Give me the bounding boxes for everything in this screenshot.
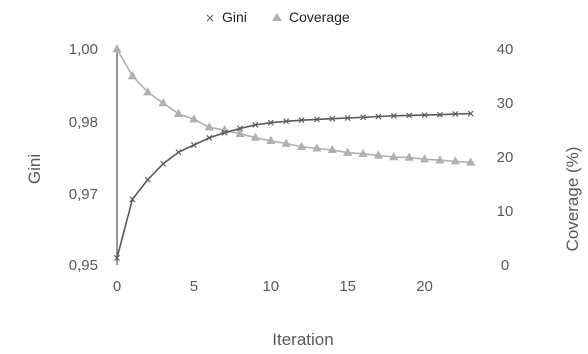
data-point xyxy=(189,114,199,123)
data-point xyxy=(114,254,120,261)
data-point xyxy=(281,138,291,147)
legend-label-gini: Gini xyxy=(222,9,247,25)
data-point xyxy=(235,128,245,137)
data-point xyxy=(435,155,445,164)
data-point xyxy=(344,114,351,121)
data-point xyxy=(204,122,214,131)
data-point xyxy=(327,144,337,154)
data-point xyxy=(221,129,228,136)
y-right-tick-label: 40 xyxy=(497,41,514,58)
y-right-tick-label: 0 xyxy=(501,257,509,274)
data-point xyxy=(466,157,476,166)
y-right-tick-label: 30 xyxy=(497,95,514,112)
data-point xyxy=(237,125,244,132)
data-point xyxy=(175,149,182,156)
data-point xyxy=(173,108,184,117)
data-point xyxy=(467,110,474,117)
data-point xyxy=(129,196,136,203)
legend: × Gini Coverage xyxy=(205,9,350,25)
x-tick-label: 0 xyxy=(113,278,121,295)
data-point xyxy=(390,112,397,119)
data-point xyxy=(329,115,336,122)
data-point xyxy=(160,160,167,167)
data-point xyxy=(143,87,153,96)
data-point xyxy=(144,176,151,183)
x-tick-label: 10 xyxy=(262,278,279,295)
legend-marker-gini: × xyxy=(205,11,215,25)
data-point xyxy=(127,71,137,80)
data-point xyxy=(406,112,413,119)
data-point xyxy=(452,110,459,117)
axes: 0 5 10 15 20 0,95 0,97 0,98 1,00 0 10 20 30 40 xyxy=(69,41,514,295)
series-line-gini xyxy=(116,112,471,259)
data-point xyxy=(250,132,261,141)
data-point xyxy=(283,118,290,125)
y-right-tick-label: 20 xyxy=(497,149,514,166)
data-point xyxy=(267,119,274,126)
data-point xyxy=(360,114,367,121)
y-left-tick-label: 1,00 xyxy=(69,41,98,58)
data-point xyxy=(419,154,430,163)
series-coverage xyxy=(112,44,476,166)
y-right-tick-label: 10 xyxy=(497,203,514,220)
data-point xyxy=(358,148,368,157)
data-point xyxy=(312,143,322,152)
data-point xyxy=(404,152,414,161)
data-point xyxy=(112,44,122,53)
y-axis-title-left: Gini xyxy=(25,154,44,184)
x-tick-label: 5 xyxy=(190,278,198,295)
data-point xyxy=(296,141,307,150)
series-line-coverage xyxy=(116,48,471,164)
data-point xyxy=(252,121,259,128)
y-left-tick-label: 0,97 xyxy=(69,186,98,203)
data-point xyxy=(298,117,305,124)
x-tick-label: 15 xyxy=(339,278,356,295)
series-gini xyxy=(114,110,474,261)
y-left-tick-label: 0,98 xyxy=(69,114,98,131)
data-point xyxy=(421,112,428,119)
y-left-tick-label: 0,95 xyxy=(69,257,98,274)
x-axis-title: Iteration xyxy=(272,330,333,349)
data-point xyxy=(190,142,197,149)
y-axis-title-right: Coverage (%) xyxy=(563,147,582,252)
data-point xyxy=(343,147,353,156)
data-point xyxy=(436,111,443,118)
legend-label-coverage: Coverage xyxy=(289,9,350,25)
data-point xyxy=(375,113,382,120)
data-point xyxy=(158,98,168,107)
data-point xyxy=(206,134,213,141)
data-point xyxy=(313,116,320,123)
legend-marker-coverage xyxy=(272,13,282,21)
data-point xyxy=(389,152,399,161)
x-tick-label: 20 xyxy=(416,278,433,295)
data-point xyxy=(266,135,276,144)
data-point xyxy=(373,150,384,159)
data-point xyxy=(450,156,460,165)
